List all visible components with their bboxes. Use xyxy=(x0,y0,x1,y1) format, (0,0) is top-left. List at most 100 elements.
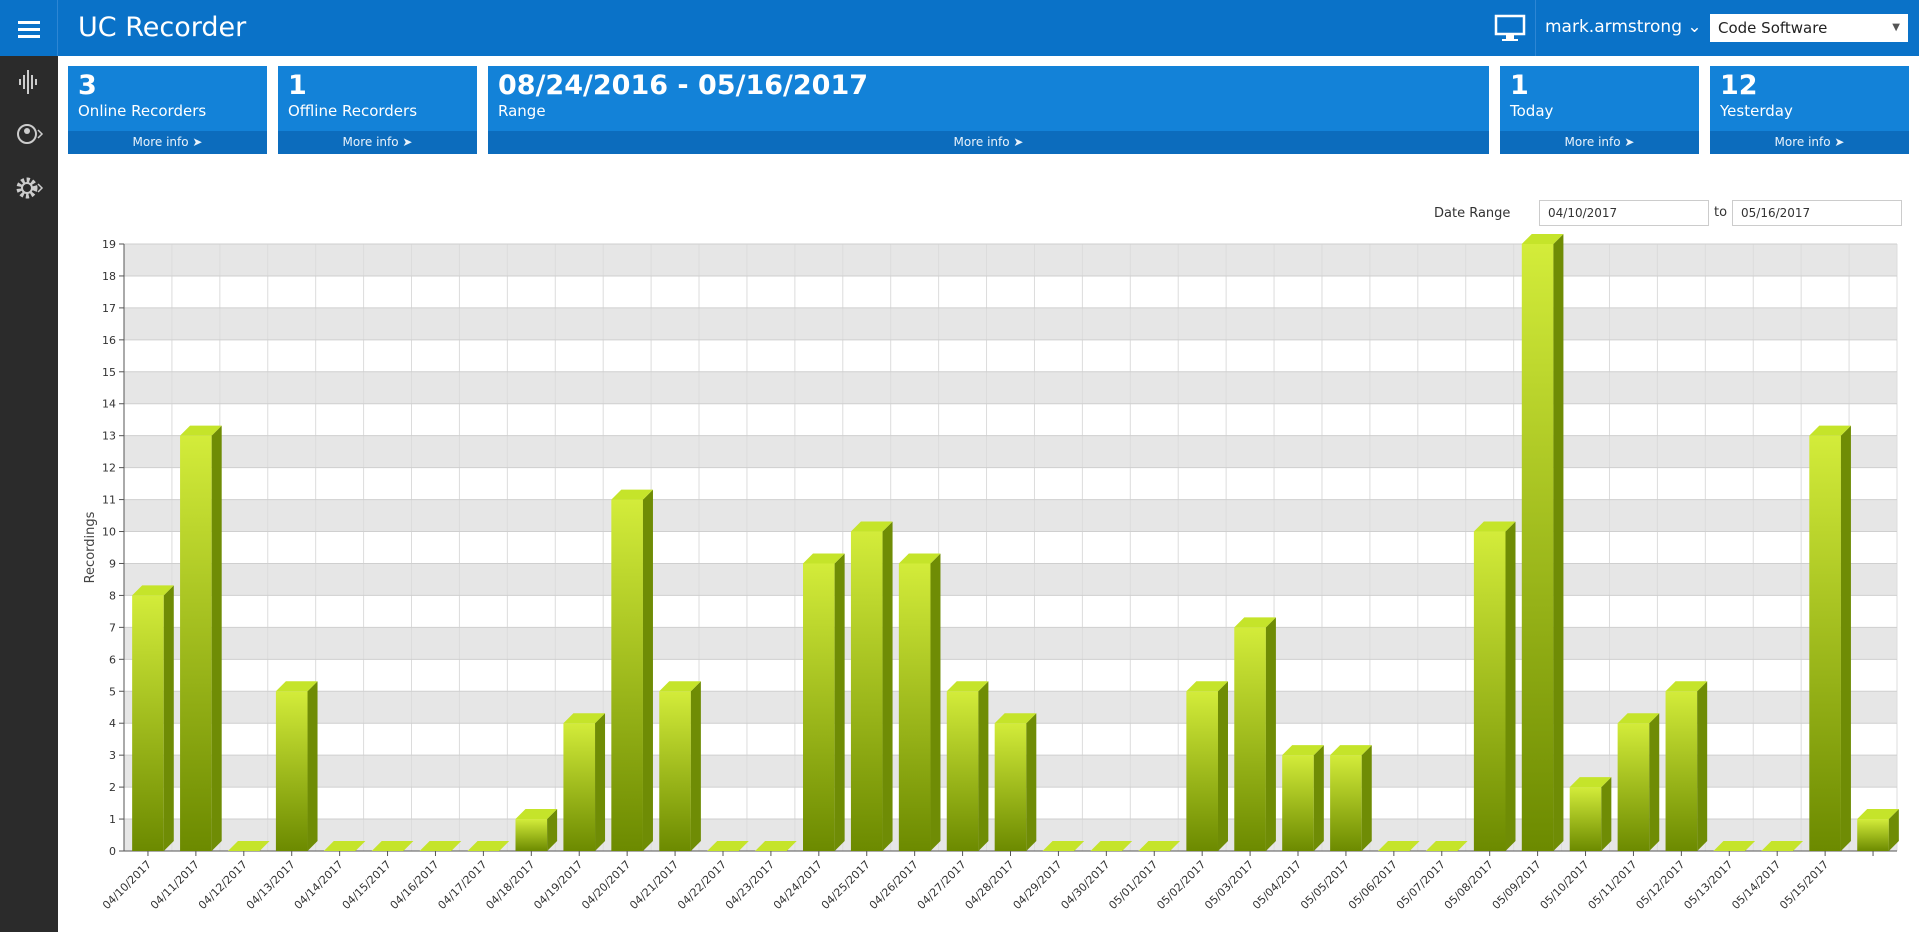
bar xyxy=(1713,841,1756,851)
bar-side xyxy=(1217,681,1228,851)
users-nav[interactable] xyxy=(0,114,58,154)
y-tick-label: 16 xyxy=(102,334,116,347)
x-tick-label: 04/27/2017 xyxy=(915,858,969,912)
y-tick-label: 11 xyxy=(102,494,116,507)
bar-top xyxy=(1521,234,1564,244)
bar-side xyxy=(690,681,701,851)
x-tick-label: 04/12/2017 xyxy=(196,858,250,912)
bar xyxy=(1186,681,1228,851)
more-info-icon: ➤ xyxy=(1009,135,1024,149)
more-info-text: More info xyxy=(953,135,1010,149)
x-tick-label: 05/14/2017 xyxy=(1729,858,1783,912)
more-info-link[interactable]: More info ➤ xyxy=(1710,131,1909,154)
bar-side xyxy=(834,553,845,851)
x-tick-label: 05/06/2017 xyxy=(1346,858,1400,912)
bar xyxy=(1425,841,1468,851)
info-card: 1 Offline Recorders More info ➤ xyxy=(278,66,477,154)
bar-front xyxy=(563,723,596,851)
x-tick-label: 05/15/2017 xyxy=(1777,858,1831,912)
x-tick-label: 04/16/2017 xyxy=(388,858,442,912)
more-info-link[interactable]: More info ➤ xyxy=(278,131,477,154)
bar-top xyxy=(1282,745,1324,756)
bar xyxy=(659,681,701,851)
date-to-input[interactable]: 05/16/2017 xyxy=(1732,200,1902,226)
recordings-nav[interactable] xyxy=(0,62,58,102)
x-tick-label: 04/22/2017 xyxy=(675,858,729,912)
grid-band xyxy=(124,307,1897,340)
bar-side xyxy=(307,681,318,851)
bar-front xyxy=(611,499,643,851)
date-to: 05/16/2017 xyxy=(1741,206,1811,220)
bar-side xyxy=(547,809,558,851)
y-tick-label: 4 xyxy=(109,717,116,730)
bar xyxy=(707,841,749,851)
bar-side xyxy=(882,521,893,851)
y-tick-label: 1 xyxy=(109,813,116,826)
bar-side xyxy=(642,489,653,851)
bar xyxy=(1090,841,1133,851)
x-tick-label: 05/01/2017 xyxy=(1106,858,1160,912)
menu-button[interactable] xyxy=(0,0,58,56)
x-tick-label: 04/21/2017 xyxy=(627,858,681,912)
settings-nav[interactable] xyxy=(0,168,58,208)
range-separator: to xyxy=(1714,205,1728,220)
bar-side xyxy=(211,425,222,851)
bar-top xyxy=(371,841,414,851)
more-info-icon: ➤ xyxy=(188,135,203,149)
more-info-text: More info xyxy=(1564,135,1621,149)
y-tick-label: 2 xyxy=(109,781,116,794)
x-tick-label: 05/12/2017 xyxy=(1633,858,1687,912)
x-tick-label: 04/10/2017 xyxy=(100,858,154,912)
more-info-link[interactable]: More info ➤ xyxy=(1500,131,1699,154)
x-tick-label: 05/05/2017 xyxy=(1298,858,1352,912)
bar-side xyxy=(930,553,941,851)
more-info-text: More info xyxy=(132,135,189,149)
bar-front xyxy=(180,435,212,851)
card-label: Yesterday xyxy=(1720,102,1793,120)
bar xyxy=(275,681,318,851)
bar xyxy=(467,841,510,851)
bar xyxy=(755,841,797,851)
menu-icon xyxy=(18,21,40,38)
bar-front xyxy=(1521,244,1554,851)
monitor-icon[interactable] xyxy=(1494,14,1526,42)
date-from-input[interactable]: 04/10/2017 xyxy=(1539,200,1709,226)
more-info-icon: ➤ xyxy=(398,135,413,149)
bar-top xyxy=(994,713,1037,724)
bar-front xyxy=(1857,819,1889,851)
app-title: UC Recorder xyxy=(78,12,247,43)
divider xyxy=(1535,0,1536,56)
bar xyxy=(563,713,606,851)
y-tick-label: 0 xyxy=(109,845,116,858)
bar-front xyxy=(659,691,691,851)
more-info-link[interactable]: More info ➤ xyxy=(68,131,267,154)
grid-band xyxy=(124,627,1897,660)
bar-top xyxy=(1761,841,1804,851)
y-tick-label: 10 xyxy=(102,526,116,539)
card-value: 1 xyxy=(1510,70,1529,101)
card-value: 3 xyxy=(78,70,97,101)
info-card: 1 Today More info ➤ xyxy=(1500,66,1699,154)
x-tick-label: 04/14/2017 xyxy=(292,858,346,912)
bar-side xyxy=(978,681,989,851)
bar-front xyxy=(850,531,883,851)
bar xyxy=(419,841,462,851)
grid-band xyxy=(124,435,1897,468)
x-tick-label: 05/03/2017 xyxy=(1202,858,1256,912)
bar-top xyxy=(898,553,941,564)
bar xyxy=(1042,841,1085,851)
bar-top xyxy=(1857,809,1899,820)
more-info-link[interactable]: More info ➤ xyxy=(488,131,1489,154)
bar xyxy=(946,681,989,851)
bar-side xyxy=(1888,809,1899,851)
bar-top xyxy=(1425,841,1468,851)
bar-side xyxy=(1553,234,1564,851)
y-tick-label: 18 xyxy=(102,270,116,283)
company-select[interactable]: Code Software ▼ xyxy=(1710,14,1908,42)
grid-band xyxy=(124,499,1897,532)
user-menu[interactable]: mark.armstrong ⌄ xyxy=(1545,17,1702,37)
x-tick-label: 05/02/2017 xyxy=(1154,858,1208,912)
card-label: Range xyxy=(498,102,546,120)
card-label: Today xyxy=(1510,102,1554,120)
bar-top xyxy=(467,841,510,851)
